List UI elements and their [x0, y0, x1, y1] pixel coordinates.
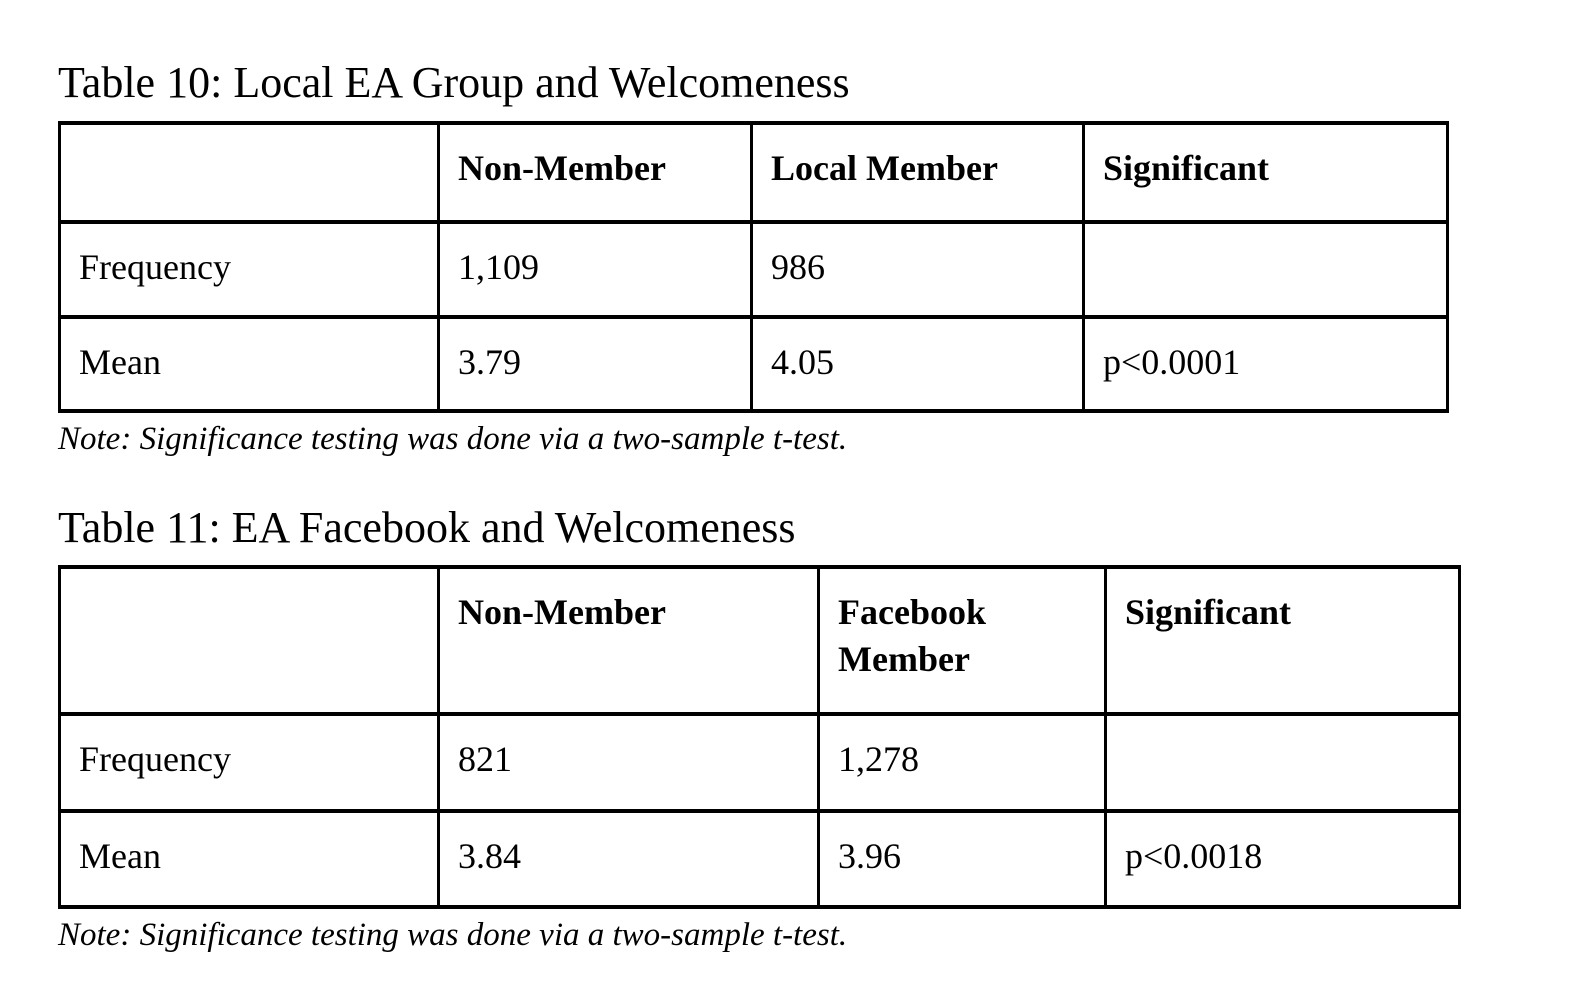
table-10-section: Table 10: Local EA Group and Welcomeness…	[58, 58, 1586, 459]
table-row-frequency: Frequency 821 1,278	[58, 712, 1461, 814]
row-label: Mean	[58, 809, 440, 910]
cell-value	[1104, 712, 1461, 814]
header-cell-empty	[58, 565, 440, 717]
table-row-mean: Mean 3.79 4.05 p<0.0001	[58, 314, 1449, 413]
table-10: Non-Member Local Member Significant Freq…	[58, 120, 1449, 413]
row-label: Mean	[58, 314, 440, 413]
table-row-header: Non-Member Local Member Significant	[58, 120, 1449, 224]
table-11-section: Table 11: EA Facebook and Welcomeness No…	[58, 503, 1586, 956]
table-11: Non-Member Facebook Member Significant F…	[58, 565, 1461, 910]
table-row-frequency: Frequency 1,109 986	[58, 219, 1449, 319]
table-10-title: Table 10: Local EA Group and Welcomeness	[58, 58, 850, 107]
table-row-mean: Mean 3.84 3.96 p<0.0018	[58, 809, 1461, 910]
cell-value: p<0.0018	[1104, 809, 1461, 910]
header-cell-facebook-member: Facebook Member	[817, 565, 1107, 717]
header-cell-significant: Significant	[1082, 120, 1449, 224]
header-cell-non-member: Non-Member	[437, 120, 753, 224]
header-cell-local-member: Local Member	[750, 120, 1085, 224]
cell-value: 1,109	[437, 219, 753, 319]
header-cell-significant: Significant	[1104, 565, 1461, 717]
cell-value	[1082, 219, 1449, 319]
header-cell-empty	[58, 120, 440, 224]
cell-value: 821	[437, 712, 820, 814]
cell-value: 986	[750, 219, 1085, 319]
cell-value: 1,278	[817, 712, 1107, 814]
table-11-note: Note: Significance testing was done via …	[58, 917, 848, 954]
cell-value: 3.84	[437, 809, 820, 910]
cell-value: p<0.0001	[1082, 314, 1449, 413]
cell-value: 3.79	[437, 314, 753, 413]
row-label: Frequency	[58, 219, 440, 319]
row-label: Frequency	[58, 712, 440, 814]
table-11-title: Table 11: EA Facebook and Welcomeness	[58, 502, 796, 552]
cell-value: 3.96	[817, 809, 1107, 910]
table-row-header: Non-Member Facebook Member Significant	[58, 565, 1461, 717]
cell-value: 4.05	[750, 314, 1085, 413]
table-10-note: Note: Significance testing was done via …	[58, 420, 848, 457]
header-cell-non-member: Non-Member	[437, 565, 820, 717]
